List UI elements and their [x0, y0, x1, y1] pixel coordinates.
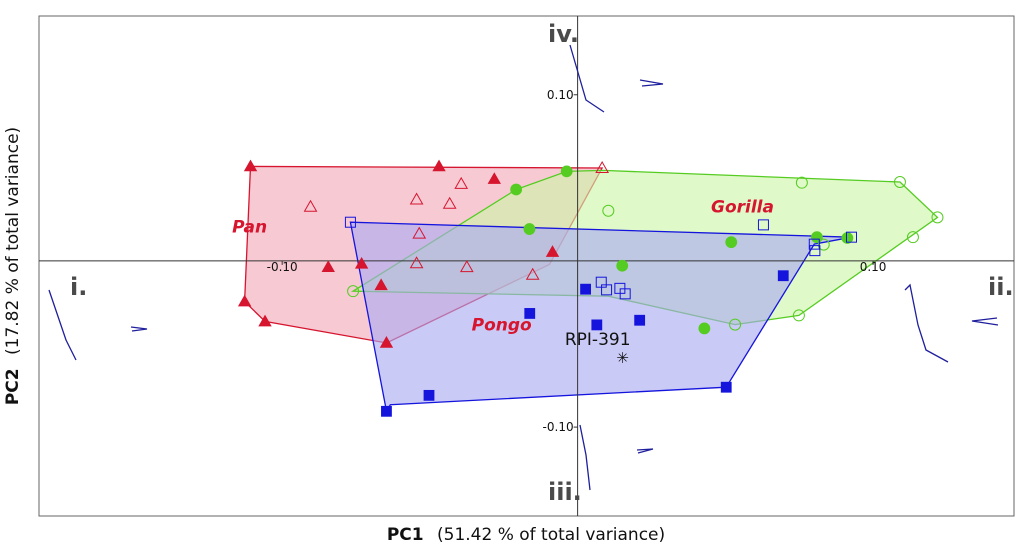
deformation-grid-i [48, 289, 148, 361]
gorilla-filled-circle [725, 236, 738, 249]
pan-filled-triangle [321, 260, 335, 272]
pan-open-triangle [303, 199, 318, 212]
quadrant-label-iv: iv. [548, 20, 579, 48]
quadrant-label-ii: ii. [988, 273, 1014, 301]
quadrant-label-i: i. [70, 273, 87, 301]
pongo-filled-square [381, 405, 392, 417]
pan-filled-triangle [237, 294, 252, 307]
gorilla-filled-circle [811, 231, 823, 244]
x-axis-title-bold: PC1 [387, 525, 424, 545]
pongo-filled-square [580, 283, 591, 295]
gorilla-filled-circle [616, 259, 629, 272]
x-tick-label: 0.10 [860, 260, 887, 274]
pan-open-triangle [525, 267, 540, 280]
group-labels: Pan Gorilla Pongo [232, 198, 774, 336]
specimen-label: RPI-391 [565, 330, 631, 350]
deformation-grids [48, 44, 999, 491]
gorilla-open-circle [795, 176, 808, 189]
gorilla-open-circle [893, 176, 906, 189]
pan-filled-triangle [487, 172, 501, 184]
y-tick-label: -0.10 [543, 420, 574, 434]
pongo-filled-square [423, 389, 435, 401]
deformation-grid-ii [904, 283, 999, 363]
pan-open-triangle [412, 226, 427, 239]
x-axis-title: PC1 (51.42 % of total variance) [387, 525, 665, 545]
y-tick-label: 0.10 [547, 88, 574, 102]
quadrant-label-iii: iii. [548, 478, 582, 506]
gorilla-open-circle [347, 285, 360, 298]
gorilla-open-circle [729, 318, 742, 331]
y-axis-title: PC2 (17.82 % of total variance) [3, 127, 23, 405]
pan-open-triangle [454, 176, 469, 189]
gorilla-open-circle [602, 204, 615, 217]
gorilla-open-circle [817, 238, 830, 251]
pongo-open-square [809, 245, 821, 257]
pan-label: Pan [232, 218, 267, 238]
pan-open-triangle [409, 192, 424, 205]
pongo-filled-square [591, 319, 603, 331]
gorilla-filled-circle [698, 322, 711, 335]
pan-filled-triangle [432, 159, 446, 172]
pongo-label: Pongo [472, 315, 532, 335]
pan-filled-triangle [374, 278, 388, 291]
pan-open-triangle [595, 161, 609, 174]
pongo-open-square [344, 216, 356, 228]
specimen-marker: ✳ [616, 349, 629, 367]
quadrant-labels: i. ii. iii. iv. [70, 20, 1014, 506]
pongo-open-square [757, 219, 769, 231]
deformation-grid-iii [579, 424, 654, 491]
deformation-grid-iv [569, 44, 664, 113]
pongo-open-square [619, 288, 631, 300]
pongo-open-square [601, 284, 613, 296]
pan-open-triangle [409, 256, 424, 269]
pan-open-triangle [442, 196, 457, 209]
x-tick-label: -0.10 [267, 260, 298, 274]
gorilla-open-circle [931, 211, 944, 224]
pan-filled-triangle [379, 336, 394, 348]
gorilla-open-circle [906, 231, 919, 244]
gorilla-filled-circle [523, 223, 536, 235]
pan-filled-triangle [354, 256, 369, 269]
pongo-open-square [808, 238, 820, 250]
pan-filled-triangle [258, 314, 272, 327]
gorilla-open-circle [792, 309, 805, 322]
gorilla-filled-circle [560, 165, 573, 178]
pongo-open-square [846, 231, 857, 243]
pongo-filled-square [777, 270, 789, 282]
pan-filled-triangle [243, 159, 258, 172]
pongo-filled-square [720, 381, 732, 393]
axis-ticks: -0.10 0.10 0.10 -0.10 [267, 88, 887, 434]
pan-open-triangle [459, 260, 474, 273]
gorilla-filled-circle [510, 183, 523, 196]
data-markers [237, 159, 944, 417]
x-axis-title-rest: (51.42 % of total variance) [437, 525, 665, 545]
y-axis-title-bold: PC2 [3, 368, 23, 405]
y-axis-title-rest: (17.82 % of total variance) [3, 127, 23, 355]
pan-filled-triangle [545, 245, 560, 257]
specimen-rpi-391: ✳RPI-391 [565, 330, 631, 367]
gorilla-label: Gorilla [711, 198, 774, 218]
pongo-filled-square [524, 308, 536, 319]
pongo-filled-square [634, 314, 646, 326]
